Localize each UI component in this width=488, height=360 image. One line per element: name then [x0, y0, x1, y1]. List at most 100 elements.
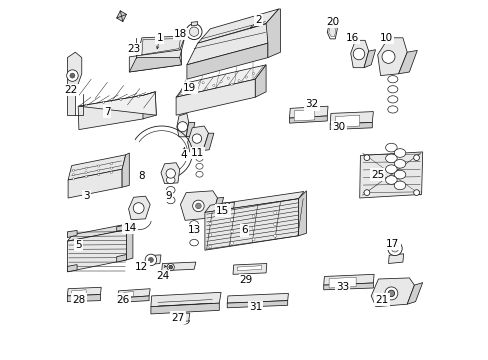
Polygon shape: [323, 274, 373, 285]
Circle shape: [85, 104, 87, 106]
Text: 7: 7: [103, 107, 110, 117]
Circle shape: [244, 76, 247, 78]
Text: 23: 23: [127, 44, 140, 54]
Polygon shape: [67, 230, 77, 238]
Circle shape: [230, 242, 233, 244]
Circle shape: [66, 70, 78, 81]
Ellipse shape: [385, 176, 396, 184]
Polygon shape: [142, 92, 156, 119]
Circle shape: [208, 234, 211, 237]
Text: 14: 14: [123, 222, 136, 233]
Circle shape: [180, 93, 182, 95]
Circle shape: [98, 165, 100, 167]
Circle shape: [110, 171, 112, 174]
Polygon shape: [227, 293, 288, 303]
Circle shape: [194, 85, 197, 87]
Text: 29: 29: [239, 275, 252, 285]
Polygon shape: [335, 115, 359, 127]
Polygon shape: [146, 255, 161, 265]
Polygon shape: [328, 25, 335, 37]
Polygon shape: [204, 192, 303, 212]
Circle shape: [363, 155, 369, 161]
Text: 9: 9: [165, 191, 172, 201]
Circle shape: [177, 122, 187, 132]
Text: 17: 17: [386, 239, 399, 249]
Circle shape: [273, 211, 276, 214]
Circle shape: [110, 167, 112, 169]
Text: 21: 21: [375, 294, 388, 305]
Polygon shape: [186, 23, 267, 65]
Text: 22: 22: [64, 85, 78, 95]
Polygon shape: [151, 303, 219, 314]
Circle shape: [227, 77, 229, 79]
Polygon shape: [186, 122, 194, 137]
Ellipse shape: [196, 163, 203, 169]
Polygon shape: [329, 112, 373, 124]
Polygon shape: [122, 153, 129, 187]
Ellipse shape: [196, 156, 203, 161]
Circle shape: [352, 48, 364, 60]
Polygon shape: [203, 133, 213, 150]
Text: 1: 1: [156, 33, 163, 43]
Circle shape: [72, 178, 75, 180]
Circle shape: [189, 27, 199, 36]
Text: 16: 16: [345, 33, 358, 43]
Circle shape: [413, 190, 419, 195]
Circle shape: [390, 245, 398, 252]
Polygon shape: [359, 152, 422, 198]
Circle shape: [85, 171, 87, 174]
Text: 30: 30: [331, 122, 345, 132]
Polygon shape: [289, 106, 327, 118]
Circle shape: [110, 163, 112, 165]
Polygon shape: [350, 40, 368, 68]
Circle shape: [230, 219, 233, 221]
Polygon shape: [328, 277, 355, 288]
Polygon shape: [176, 79, 255, 115]
Polygon shape: [227, 301, 287, 308]
Text: 28: 28: [72, 294, 85, 305]
Polygon shape: [67, 92, 75, 115]
Circle shape: [72, 169, 75, 171]
Ellipse shape: [393, 181, 405, 190]
Polygon shape: [180, 313, 189, 321]
Circle shape: [202, 82, 204, 84]
Polygon shape: [79, 92, 156, 115]
Circle shape: [167, 264, 174, 271]
Polygon shape: [72, 290, 86, 300]
Polygon shape: [118, 289, 150, 298]
Circle shape: [187, 89, 189, 91]
Polygon shape: [265, 9, 280, 58]
Polygon shape: [289, 116, 326, 123]
Circle shape: [238, 80, 240, 82]
Circle shape: [148, 257, 153, 262]
Text: 24: 24: [156, 271, 169, 282]
Ellipse shape: [385, 165, 396, 174]
Ellipse shape: [387, 86, 397, 93]
Ellipse shape: [393, 170, 405, 179]
Text: 15: 15: [216, 206, 229, 216]
Circle shape: [137, 95, 139, 98]
Circle shape: [186, 24, 202, 40]
Circle shape: [120, 98, 122, 100]
Circle shape: [168, 265, 172, 269]
Circle shape: [70, 73, 75, 78]
Circle shape: [85, 167, 87, 169]
Circle shape: [381, 50, 394, 63]
Ellipse shape: [166, 186, 175, 194]
Ellipse shape: [166, 197, 175, 204]
Polygon shape: [212, 197, 223, 218]
Text: 26: 26: [116, 294, 129, 305]
Polygon shape: [151, 292, 221, 307]
Polygon shape: [67, 223, 131, 241]
Circle shape: [195, 203, 201, 209]
Polygon shape: [204, 199, 298, 250]
Ellipse shape: [387, 76, 397, 83]
Polygon shape: [197, 9, 278, 43]
Polygon shape: [398, 50, 416, 74]
Circle shape: [166, 169, 175, 178]
Text: 6: 6: [241, 225, 247, 235]
Circle shape: [72, 174, 75, 176]
Ellipse shape: [166, 176, 175, 184]
Text: 25: 25: [370, 170, 384, 180]
Text: 31: 31: [248, 302, 262, 312]
